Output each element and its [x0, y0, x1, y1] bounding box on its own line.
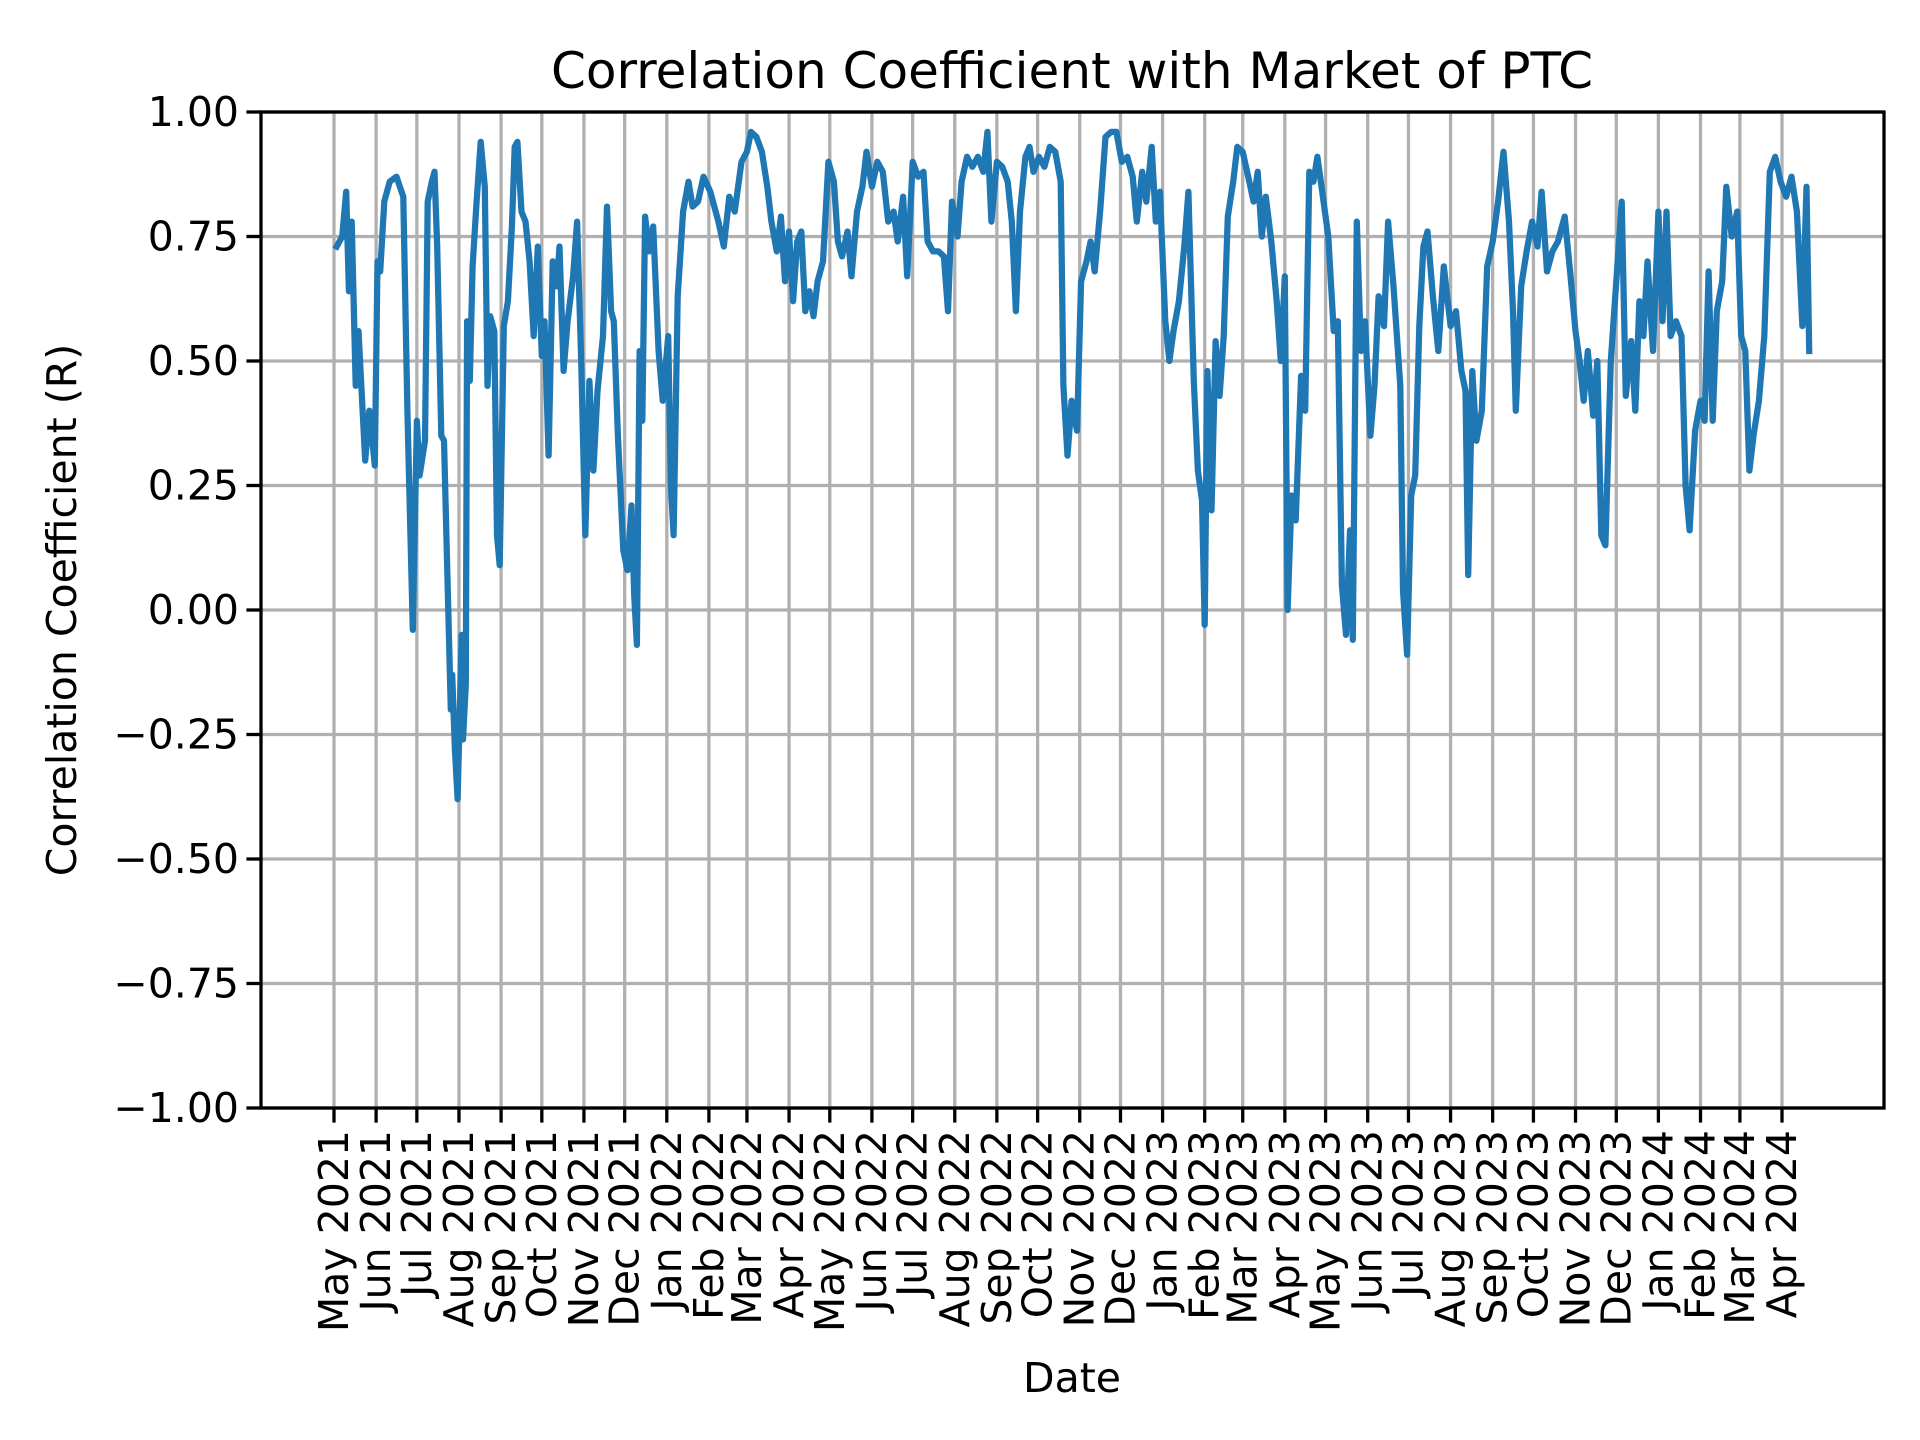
x-tick-label: May 2023 — [1302, 1130, 1350, 1332]
x-tick-label: Jun 2021 — [352, 1130, 400, 1314]
x-tick-label: Oct 2022 — [1014, 1130, 1062, 1318]
x-tick-label: Aug 2023 — [1427, 1130, 1475, 1327]
x-tick-label: Sep 2021 — [477, 1130, 525, 1325]
x-tick-label: Apr 2023 — [1261, 1130, 1309, 1318]
y-axis: 1.00 0.75 0.50 0.25 0.00 −0.25 −0.50 −0.75 −1.00 — [113, 88, 261, 1132]
x-tick-label: Nov 2022 — [1056, 1130, 1104, 1327]
x-tick-label: Jul 2021 — [393, 1130, 441, 1300]
x-tick-label: Nov 2023 — [1552, 1130, 1600, 1327]
x-tick-label: Apr 2024 — [1758, 1130, 1806, 1318]
y-tick-label: 0.50 — [148, 337, 239, 385]
x-axis-label: Date — [1023, 1354, 1121, 1402]
y-axis-label: Correlation Coefficient (R) — [38, 344, 86, 876]
y-tick-label: 1.00 — [148, 88, 239, 136]
x-tick-label: Jul 2022 — [889, 1130, 937, 1300]
x-tick-label: Feb 2024 — [1676, 1130, 1724, 1320]
x-tick-label: Oct 2021 — [518, 1130, 566, 1318]
x-tick-label: Jun 2022 — [848, 1130, 896, 1314]
x-tick-label: Sep 2023 — [1469, 1130, 1517, 1325]
x-tick-label: Nov 2021 — [560, 1130, 608, 1327]
x-tick-label: Mar 2022 — [723, 1130, 771, 1325]
x-tick-label: May 2021 — [310, 1130, 358, 1332]
x-tick-label: Apr 2022 — [765, 1130, 813, 1318]
x-tick-label: Aug 2021 — [435, 1130, 483, 1327]
y-tick-label: 0.00 — [148, 586, 239, 634]
x-tick-label: Feb 2023 — [1181, 1130, 1229, 1320]
x-tick-label: Jan 2022 — [643, 1130, 691, 1314]
x-tick-label: Jan 2023 — [1139, 1130, 1187, 1314]
x-tick-label: Sep 2022 — [973, 1130, 1021, 1325]
x-tick-label: Dec 2021 — [601, 1130, 649, 1327]
y-tick-label: −0.75 — [113, 960, 239, 1008]
chart-title: Correlation Coefficient with Market of P… — [551, 42, 1593, 100]
x-tick-label: Dec 2022 — [1096, 1130, 1144, 1327]
series — [332, 128, 1813, 803]
y-tick-label: −1.00 — [113, 1084, 239, 1132]
x-tick-label: Jan 2024 — [1634, 1130, 1682, 1314]
y-tick-label: 0.25 — [148, 462, 239, 510]
x-tick-label: Mar 2024 — [1716, 1130, 1764, 1325]
x-tick-label: Jul 2023 — [1384, 1130, 1432, 1300]
x-tick-label: Oct 2023 — [1509, 1130, 1557, 1318]
x-tick-label: Feb 2022 — [685, 1130, 733, 1320]
correlation-line — [332, 128, 1813, 803]
x-tick-label: Dec 2023 — [1592, 1130, 1640, 1327]
x-tick-label: Mar 2023 — [1219, 1130, 1267, 1325]
x-tick-label: May 2022 — [806, 1130, 854, 1332]
y-tick-label: −0.25 — [113, 711, 239, 759]
x-tick-label: Aug 2022 — [931, 1130, 979, 1327]
y-tick-label: 0.75 — [148, 213, 239, 261]
x-tick-label: Jun 2023 — [1344, 1130, 1392, 1314]
y-tick-label: −0.50 — [113, 835, 239, 883]
